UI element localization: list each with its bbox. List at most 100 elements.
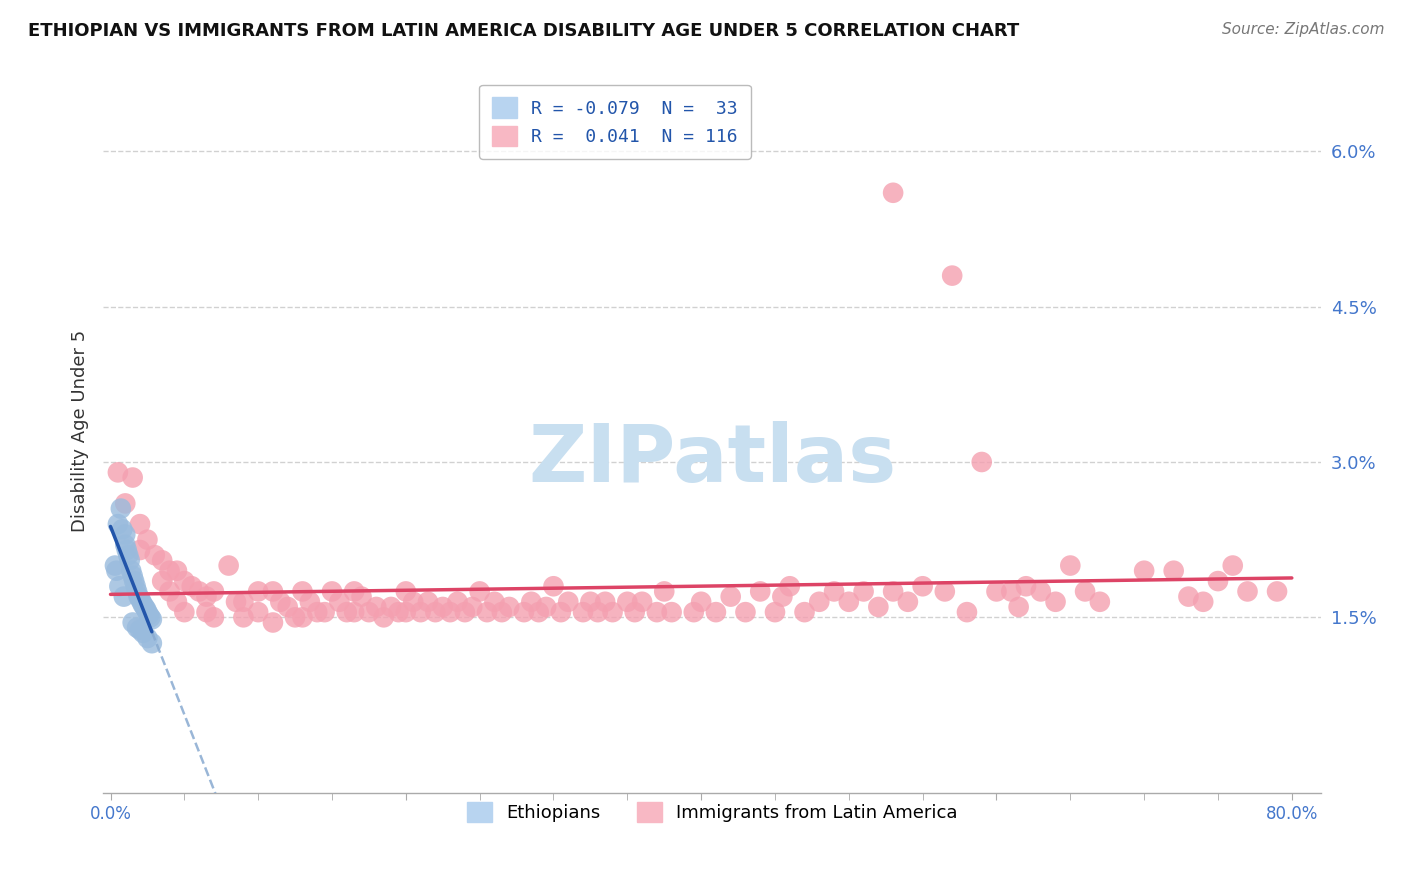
Point bbox=[195, 605, 218, 619]
Point bbox=[543, 579, 565, 593]
Point bbox=[291, 584, 314, 599]
Point bbox=[121, 615, 143, 630]
Point bbox=[321, 584, 343, 599]
Point bbox=[527, 605, 550, 619]
Point bbox=[291, 610, 314, 624]
Point bbox=[343, 605, 366, 619]
Point bbox=[852, 584, 875, 599]
Point bbox=[124, 579, 146, 593]
Point bbox=[491, 605, 513, 619]
Point bbox=[111, 522, 134, 536]
Point bbox=[328, 595, 350, 609]
Point bbox=[586, 605, 609, 619]
Point bbox=[232, 595, 254, 609]
Point bbox=[1007, 599, 1029, 614]
Point bbox=[498, 599, 520, 614]
Point bbox=[1177, 590, 1199, 604]
Point bbox=[432, 599, 454, 614]
Point bbox=[314, 605, 336, 619]
Point bbox=[513, 605, 536, 619]
Point bbox=[247, 584, 270, 599]
Point bbox=[159, 564, 181, 578]
Point bbox=[970, 455, 993, 469]
Point bbox=[138, 608, 160, 623]
Point bbox=[682, 605, 704, 619]
Point bbox=[336, 605, 359, 619]
Y-axis label: Disability Age Under 5: Disability Age Under 5 bbox=[72, 330, 89, 532]
Point bbox=[166, 595, 188, 609]
Point bbox=[416, 595, 439, 609]
Point bbox=[173, 574, 195, 588]
Point bbox=[1015, 579, 1038, 593]
Point bbox=[117, 548, 139, 562]
Point bbox=[262, 615, 284, 630]
Point bbox=[120, 564, 142, 578]
Point bbox=[150, 553, 173, 567]
Point bbox=[269, 595, 291, 609]
Point bbox=[118, 553, 141, 567]
Point bbox=[121, 470, 143, 484]
Point bbox=[262, 584, 284, 599]
Text: Source: ZipAtlas.com: Source: ZipAtlas.com bbox=[1222, 22, 1385, 37]
Point bbox=[180, 579, 202, 593]
Point bbox=[110, 501, 132, 516]
Point bbox=[136, 605, 159, 619]
Point bbox=[897, 595, 920, 609]
Point bbox=[934, 584, 956, 599]
Point bbox=[366, 599, 388, 614]
Point bbox=[141, 636, 163, 650]
Point bbox=[387, 605, 409, 619]
Point bbox=[593, 595, 616, 609]
Point bbox=[550, 605, 572, 619]
Point bbox=[136, 631, 159, 645]
Point bbox=[298, 595, 321, 609]
Point bbox=[135, 602, 157, 616]
Point bbox=[121, 569, 143, 583]
Text: ZIPatlas: ZIPatlas bbox=[529, 421, 897, 499]
Point bbox=[108, 579, 131, 593]
Point bbox=[150, 574, 173, 588]
Point bbox=[129, 623, 152, 637]
Point bbox=[454, 605, 477, 619]
Point bbox=[139, 610, 162, 624]
Point bbox=[143, 548, 166, 562]
Point bbox=[218, 558, 240, 573]
Point bbox=[838, 595, 860, 609]
Point bbox=[808, 595, 831, 609]
Point bbox=[1045, 595, 1067, 609]
Point bbox=[461, 599, 484, 614]
Point bbox=[631, 595, 654, 609]
Point bbox=[1000, 584, 1022, 599]
Point bbox=[395, 584, 418, 599]
Point bbox=[373, 610, 395, 624]
Point bbox=[141, 612, 163, 626]
Point bbox=[1074, 584, 1097, 599]
Point bbox=[616, 595, 638, 609]
Point bbox=[882, 584, 904, 599]
Point bbox=[704, 605, 727, 619]
Point bbox=[956, 605, 979, 619]
Point bbox=[734, 605, 756, 619]
Point bbox=[225, 595, 247, 609]
Point bbox=[911, 579, 934, 593]
Point bbox=[114, 538, 136, 552]
Point bbox=[623, 605, 645, 619]
Point bbox=[749, 584, 772, 599]
Point bbox=[602, 605, 624, 619]
Point bbox=[720, 590, 742, 604]
Point bbox=[868, 599, 890, 614]
Point bbox=[105, 564, 128, 578]
Point bbox=[409, 605, 432, 619]
Point bbox=[986, 584, 1008, 599]
Point bbox=[1192, 595, 1215, 609]
Point bbox=[114, 527, 136, 541]
Point bbox=[652, 584, 675, 599]
Point bbox=[166, 564, 188, 578]
Point bbox=[395, 605, 418, 619]
Point bbox=[122, 574, 145, 588]
Point bbox=[661, 605, 683, 619]
Point bbox=[439, 605, 461, 619]
Point bbox=[129, 543, 152, 558]
Point bbox=[136, 533, 159, 547]
Point bbox=[188, 584, 211, 599]
